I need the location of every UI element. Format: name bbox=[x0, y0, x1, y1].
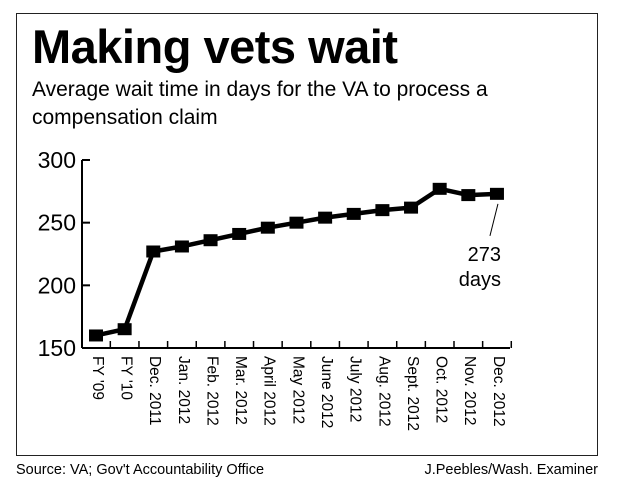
chart-title: Making vets wait bbox=[32, 20, 398, 73]
x-tick-label: July 2012 bbox=[347, 356, 364, 422]
x-tick-label: Dec. 2012 bbox=[490, 356, 507, 427]
credit-note: J.Peebles/Wash. Examiner bbox=[424, 462, 598, 478]
annotation-unit: days bbox=[459, 269, 501, 291]
x-tick-label: FY '09 bbox=[89, 356, 106, 400]
y-tick-label: 150 bbox=[38, 335, 76, 361]
data-point bbox=[89, 329, 103, 342]
source-note: Source: VA; Gov't Accountability Office bbox=[16, 462, 265, 478]
y-tick-label: 250 bbox=[38, 210, 76, 236]
annotation-leader bbox=[489, 203, 499, 236]
x-tick-label: Feb. 2012 bbox=[203, 356, 220, 426]
data-point bbox=[117, 323, 132, 336]
x-tick-label: May 2012 bbox=[289, 356, 306, 424]
data-point bbox=[404, 201, 419, 214]
x-tick-label: Aug. 2012 bbox=[375, 356, 392, 427]
data-point bbox=[318, 211, 333, 224]
data-point bbox=[289, 216, 304, 229]
data-point bbox=[432, 182, 447, 195]
chart-frame bbox=[16, 13, 598, 456]
x-tick-label: Nov. 2012 bbox=[461, 356, 478, 426]
data-point bbox=[489, 187, 504, 200]
x-tick-label: Jan. 2012 bbox=[175, 356, 192, 424]
x-tick-label: Oct. 2012 bbox=[433, 356, 450, 423]
chart-subtitle: Average wait time in days for the VA to … bbox=[32, 78, 488, 129]
x-tick-label: April 2012 bbox=[261, 356, 278, 426]
y-tick-label: 300 bbox=[38, 147, 76, 173]
data-point bbox=[174, 240, 189, 253]
x-tick-label: Sept. 2012 bbox=[404, 356, 421, 431]
data-point bbox=[375, 204, 390, 217]
data-point bbox=[232, 227, 247, 240]
x-tick-label: FY '10 bbox=[118, 356, 135, 400]
data-point bbox=[203, 234, 218, 247]
x-tick-label: June 2012 bbox=[318, 356, 335, 428]
annotation-value: 273 bbox=[468, 244, 501, 266]
data-point bbox=[146, 245, 161, 258]
y-tick-label: 200 bbox=[38, 272, 76, 298]
data-point bbox=[346, 207, 361, 220]
x-tick-label: Dec. 2011 bbox=[146, 356, 163, 426]
x-tick-label: Mar. 2012 bbox=[232, 356, 249, 425]
data-point bbox=[461, 189, 476, 202]
series-line bbox=[95, 186, 498, 338]
data-point bbox=[260, 221, 275, 234]
